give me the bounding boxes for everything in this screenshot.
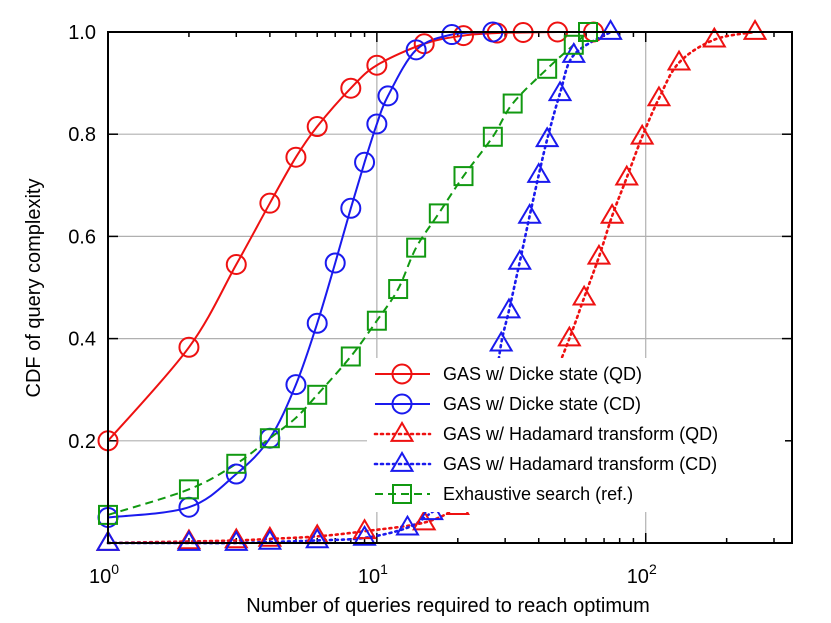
data-point [526,162,551,183]
series-line [107,31,493,519]
data-point [702,26,727,48]
data-point [340,197,362,219]
plot-frame [107,31,793,544]
data-point [259,192,281,214]
data-point [563,34,584,55]
data-point [599,202,625,224]
legend-entry: GAS w/ Hadamard transform (CD) [373,451,717,474]
legend-entry: GAS w/ Dicke state (QD) [375,363,642,385]
y-tick-label: 0.4 [68,329,96,351]
x-axis-title: Number of queries required to reach opti… [246,595,650,617]
data-point [389,451,415,472]
data-point [352,518,377,540]
data-point [391,393,413,415]
data-point [285,146,307,168]
x-tick-label: 102 [627,561,657,588]
data-point [666,49,692,71]
legend-label: GAS w/ Hadamard transform (QD) [443,424,718,444]
data-point [534,126,560,148]
tick-labels: 100 101 102 0.2 0.4 0.6 0.8 1.0 [68,22,657,588]
legend-entry: GAS w/ Dicke state (CD) [375,393,641,415]
data-point [305,527,330,549]
legend-label: Exhaustive search (ref.) [443,484,633,504]
data-point [598,19,623,40]
data-point [306,312,328,334]
data-point [366,54,388,76]
data-point [178,336,200,358]
legend-label: GAS w/ Hadamard transform (CD) [443,454,717,474]
data-point [226,453,247,474]
data-point [571,284,597,306]
data-point [482,126,503,147]
data-point [224,527,249,549]
data-point [537,58,558,79]
data-point [391,363,413,385]
data-point [306,116,328,138]
y-axis-title: CDF of query complexity [23,179,45,398]
legend-background [367,358,785,512]
data-point [224,530,249,551]
data-point [259,428,280,449]
data-point [324,252,346,274]
data-point [176,530,202,551]
data-point [502,93,523,114]
data-point [742,19,768,40]
data-point [366,113,388,135]
data-point [428,203,449,224]
data-point [412,509,437,531]
data-point [507,248,532,270]
data-point [285,374,307,396]
y-tick-label: 1.0 [68,22,96,44]
legend-entry: Exhaustive search (ref.) [375,484,633,504]
data-point [441,24,463,46]
data-point [257,529,283,550]
legend-label: GAS w/ Dicke state (QD) [443,364,642,384]
x-tick-label: 100 [89,561,119,588]
series-line [107,31,589,516]
data-point [340,77,362,99]
data-point [488,330,514,352]
data-point [453,166,474,187]
data-point [405,39,427,61]
data-point [517,202,542,224]
y-tick-label: 0.8 [68,124,96,146]
x-tick-label: 101 [358,561,388,588]
y-tick-label: 0.2 [68,431,96,453]
data-point [395,514,420,536]
data-point [557,325,582,347]
data-point [225,463,247,485]
data-point [307,384,328,405]
data-point [377,85,399,107]
data-point [614,164,639,186]
data-point [646,85,672,107]
y-tick-label: 0.6 [68,226,96,248]
legend: GAS w/ Dicke state (QD) GAS w/ Dicke stat… [367,358,785,512]
data-point [225,254,247,276]
data-point [340,346,361,367]
data-point [547,80,573,102]
data-point [366,310,387,331]
data-point [586,243,612,265]
data-point [452,25,474,47]
legend-label: GAS w/ Dicke state (CD) [443,394,641,414]
data-point [388,279,409,300]
data-point [178,479,199,500]
data-point [354,151,376,173]
data-point [352,524,377,546]
data-point [95,530,121,551]
data-point [496,297,522,319]
data-point [257,525,283,547]
data-point [392,484,412,504]
data-point [629,123,655,145]
data-point [406,237,427,258]
data-point [285,407,306,428]
data-point [389,421,415,442]
legend-entry: GAS w/ Hadamard transform (QD) [373,421,718,444]
